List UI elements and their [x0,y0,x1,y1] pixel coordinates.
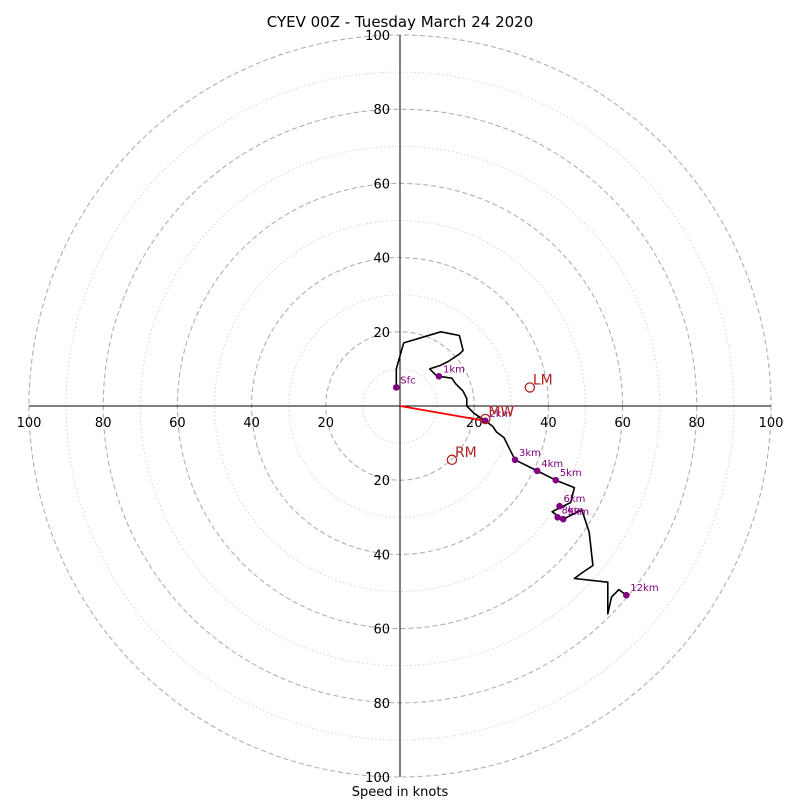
y-tick-label: 100 [365,771,390,786]
x-tick-label: 80 [95,416,112,431]
x-tick-label: 100 [759,416,784,431]
height-marker-point [556,502,563,510]
height-marker-point [511,456,519,464]
y-tick-label: 20 [373,474,390,489]
storm-motion-label: RM [455,445,477,461]
storm-motion-point [480,413,491,425]
y-tick-label: 60 [373,177,390,192]
hodograph-line [395,330,627,615]
mean-wind-vector [399,405,486,422]
x-tick-label: 40 [540,416,557,431]
hodograph-trace [395,330,627,615]
height-marker-point [623,591,630,599]
height-marker-label: 8km [562,505,584,516]
x-tick-label: 60 [614,416,631,431]
storm-motion-label: LM [533,372,553,388]
height-marker-point [559,515,567,523]
height-marker-label: 1km [443,364,465,375]
height-marker-label: 9km [567,507,589,518]
height-marker-label: 12km [630,583,658,594]
height-marker-label: 6km [564,494,586,505]
height-marker-point [554,514,561,521]
height-marker-label: 3km [519,448,541,459]
x-tick-label: 60 [169,416,186,431]
tick-labels: 100 80 60 40 20 20 40 60 80 100100806040202040608… [17,29,784,786]
y-tick-label: 80 [373,103,390,118]
storm-motion-point [446,454,458,466]
x-axis-label: Speed in knots [352,785,449,800]
x-tick-label: 100 [17,416,42,431]
x-tick-label: 80 [689,416,706,431]
mean-wind-line [399,405,486,422]
height-marker-point [392,384,400,391]
height-marker-point [552,476,560,484]
chart-title: CYEV 00Z - Tuesday March 24 2020 [267,13,534,31]
height-marker-point [435,373,443,380]
height-marker-label: Sfc [400,375,415,386]
height-marker-label: 5km [560,468,582,479]
y-tick-label: 80 [373,697,390,712]
height-marker-label: 4km [541,459,563,470]
y-tick-label: 40 [373,548,390,563]
storm-motion-markers: LM RM MW [446,372,553,466]
x-tick-label: 20 [318,416,335,431]
y-tick-label: 20 [373,326,390,341]
height-marker-label: 2km [489,409,511,420]
storm-motion-label: MW [488,404,514,420]
y-tick-label: 60 [373,623,390,638]
y-tick-label: 40 [373,252,390,267]
storm-motion-point [524,382,536,393]
y-tick-label: 100 [365,29,390,44]
height-marker-point [533,467,541,475]
height-marker-point [482,417,489,425]
x-tick-label: 40 [243,416,260,431]
